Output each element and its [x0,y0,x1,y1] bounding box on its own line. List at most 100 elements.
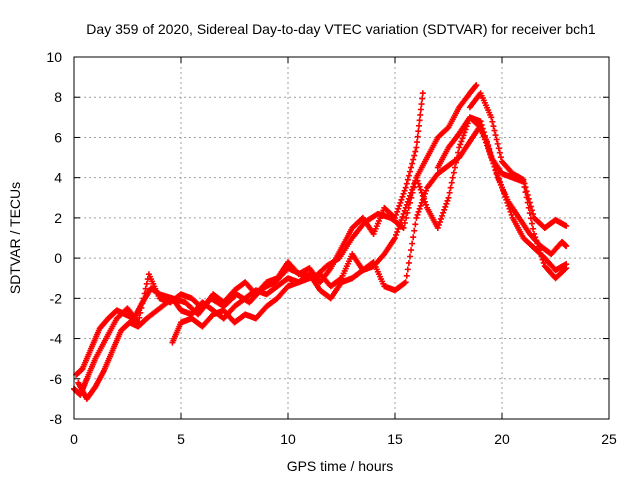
y-tick-label: 0 [54,250,62,266]
data-point [485,142,492,149]
data-point [439,212,446,219]
data-point [435,221,442,228]
data-point [487,149,494,156]
data-point [403,214,410,221]
data-point [404,176,411,183]
x-axis-label: GPS time / hours [287,458,394,474]
data-point [492,132,499,139]
data-point [417,106,424,113]
data-point [486,145,493,152]
data-point [405,195,412,202]
data-point [399,213,406,220]
data-point [411,227,418,234]
data-point [423,201,430,208]
data-point [441,206,448,213]
data-point [490,160,497,167]
data-point [451,164,458,171]
data-point [489,156,496,163]
data-point [417,186,424,193]
data-point [415,122,422,129]
data-point [495,145,502,152]
data-point [337,276,344,283]
y-tick-label: 4 [54,170,62,186]
data-point [447,184,454,191]
data-point [491,127,498,134]
tick-layer: 0 5 10 15 20 25 -8 -6 -4 -2 0 2 4 6 8 10 [46,49,617,447]
data-point [408,247,415,254]
data-point [445,194,452,201]
data-point [410,183,417,190]
data-point [436,218,443,225]
x-tick-label: 5 [177,431,185,447]
data-point [473,82,480,89]
data-point [497,154,504,161]
data-point [397,199,404,206]
data-point [449,174,456,181]
data-point [413,214,420,221]
data-point [452,159,459,166]
grid-layer [74,57,609,419]
data-point [530,211,537,218]
data-point [522,184,529,191]
data-point [457,141,464,148]
data-point [409,186,416,193]
data-point [401,207,408,214]
series-track-f [466,90,570,231]
data-point [395,205,402,212]
data-point [484,138,491,145]
data-point [399,193,406,200]
points-layer [71,82,570,402]
x-tick-label: 25 [601,431,617,447]
data-point [416,117,423,124]
data-point [491,163,498,170]
data-point [416,205,423,212]
data-point [418,189,425,196]
data-point [143,280,150,287]
data-point [527,203,534,210]
data-point [455,149,462,156]
data-point [508,211,515,218]
data-point [393,231,400,238]
data-point [423,187,430,194]
y-tick-label: 2 [54,210,62,226]
data-point [562,266,569,273]
data-point [525,195,532,202]
data-point [528,207,535,214]
data-point [415,128,422,135]
data-point [442,203,449,210]
data-point [392,235,398,241]
data-point [403,201,410,208]
data-point [419,90,426,97]
data-point [396,202,403,209]
data-point [563,243,570,250]
data-point [402,204,409,211]
data-point [523,188,530,195]
data-point [410,234,417,241]
data-point [142,285,149,292]
data-point [415,208,422,215]
data-point [538,253,545,260]
y-tick-label: 8 [54,89,62,105]
data-point [493,136,500,143]
data-point [402,184,409,191]
data-point [406,192,413,199]
data-point [537,250,544,257]
data-point [400,190,407,197]
data-point [403,180,410,187]
y-tick-label: -2 [50,290,63,306]
data-point [496,149,503,156]
y-tick-label: -6 [50,371,63,387]
x-tick-label: 10 [280,431,296,447]
data-point [398,196,405,203]
plot-frame [73,56,610,420]
data-point [417,202,424,209]
data-point [411,152,418,159]
data-point [492,167,499,174]
data-point [446,189,453,196]
data-point [412,221,419,228]
data-point [402,279,409,286]
data-point [438,215,445,222]
data-point [563,222,570,229]
data-point [405,172,412,179]
data-point [400,210,407,217]
